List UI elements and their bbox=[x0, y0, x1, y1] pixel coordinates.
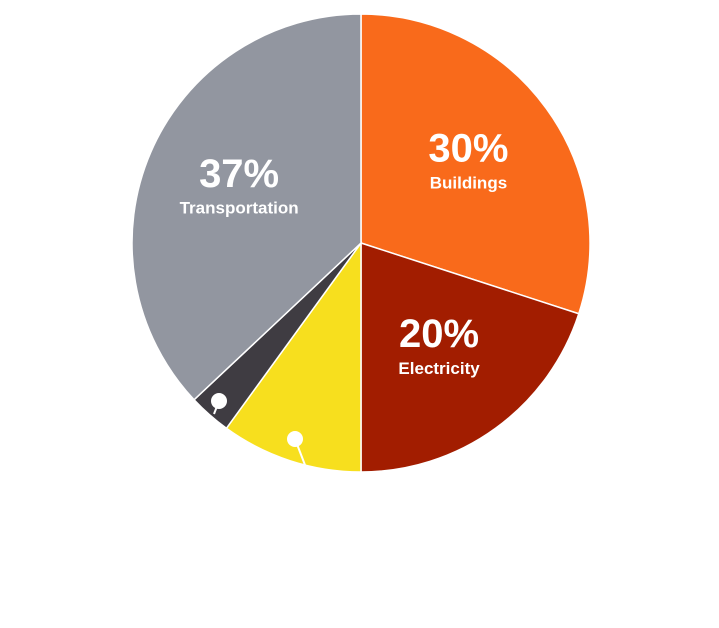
callouts bbox=[211, 393, 306, 466]
slice-label: Transportation bbox=[180, 199, 299, 218]
value-label: 20% bbox=[399, 312, 479, 356]
callout-dot bbox=[211, 393, 227, 409]
slice bbox=[131, 13, 362, 401]
value-label: 30% bbox=[428, 126, 508, 170]
callout-dot bbox=[287, 431, 303, 447]
slice bbox=[360, 241, 580, 473]
pie bbox=[131, 13, 591, 473]
slice-label: Buildings bbox=[430, 173, 507, 192]
slice bbox=[360, 13, 591, 315]
value-label: 37% bbox=[199, 152, 279, 196]
labels: 30% Buildings 20% Electricity 37% Transportat… bbox=[180, 126, 509, 377]
slice-label: Electricity bbox=[398, 359, 480, 378]
slice bbox=[225, 240, 362, 473]
